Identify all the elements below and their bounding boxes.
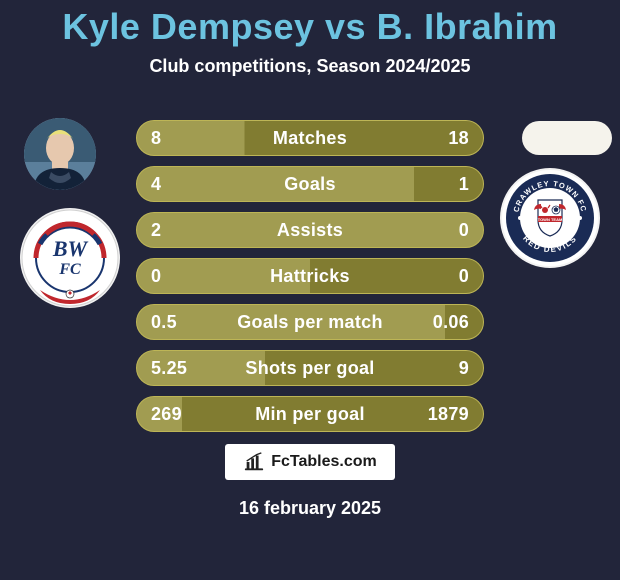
stat-row: 2Assists0 <box>136 212 484 248</box>
stat-right-value: 18 <box>448 128 469 149</box>
stat-left-value: 5.25 <box>151 358 187 379</box>
stats-table: 8Matches184Goals12Assists00Hattricks00.5… <box>136 120 484 432</box>
stat-left-value: 269 <box>151 404 182 425</box>
stat-row: 0Hattricks0 <box>136 258 484 294</box>
stat-row: 5.25Shots per goal9 <box>136 350 484 386</box>
subtitle: Club competitions, Season 2024/2025 <box>0 52 620 77</box>
vs-text: vs <box>325 6 366 47</box>
stat-label: Goals per match <box>137 312 483 333</box>
player1-club-crest: BW FC <box>20 208 120 308</box>
stat-right-value: 1 <box>459 174 469 195</box>
stat-right-value: 0.06 <box>433 312 469 333</box>
stat-right-value: 0 <box>459 220 469 241</box>
brand-text: FcTables.com <box>271 453 377 471</box>
stat-label: Hattricks <box>137 266 483 287</box>
stat-row: 4Goals1 <box>136 166 484 202</box>
stat-right-value: 0 <box>459 266 469 287</box>
brand-badge[interactable]: FcTables.com <box>225 444 395 480</box>
stat-left-value: 0 <box>151 266 161 287</box>
date-text: 16 february 2025 <box>0 498 620 519</box>
stat-row: 0.5Goals per match0.06 <box>136 304 484 340</box>
stat-left-value: 4 <box>151 174 161 195</box>
stat-label: Shots per goal <box>137 358 483 379</box>
stat-row: 269Min per goal1879 <box>136 396 484 432</box>
stat-left-value: 8 <box>151 128 161 149</box>
stat-left-value: 0.5 <box>151 312 177 333</box>
comparison-title: Kyle Dempsey vs B. Ibrahim <box>0 0 620 52</box>
player2-club-crest: CRAWLEY TOWN FC RED DEVILS TOWN TEAM <box>500 168 600 268</box>
stat-label: Goals <box>137 174 483 195</box>
chart-icon <box>243 451 265 473</box>
player2-avatar <box>522 121 612 155</box>
svg-text:FC: FC <box>58 261 81 278</box>
stat-left-value: 2 <box>151 220 161 241</box>
stat-label: Matches <box>137 128 483 149</box>
svg-text:TOWN TEAM: TOWN TEAM <box>538 217 563 222</box>
player2-name: B. Ibrahim <box>377 6 558 47</box>
stat-right-value: 9 <box>459 358 469 379</box>
player1-avatar <box>24 118 96 190</box>
stat-right-value: 1879 <box>428 404 469 425</box>
stat-label: Assists <box>137 220 483 241</box>
svg-text:BW: BW <box>52 236 89 261</box>
player1-name: Kyle Dempsey <box>62 6 314 47</box>
stat-row: 8Matches18 <box>136 120 484 156</box>
